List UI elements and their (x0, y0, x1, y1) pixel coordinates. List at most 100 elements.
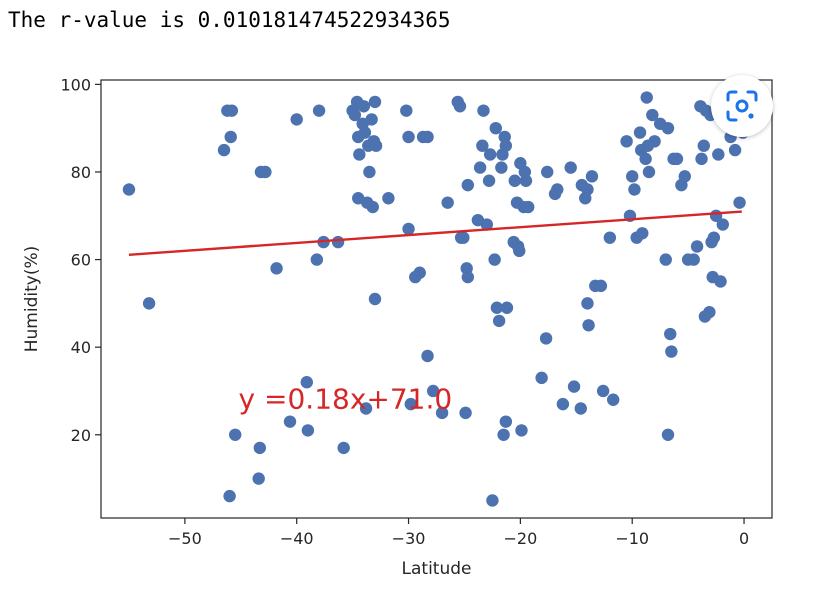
data-point (636, 227, 649, 240)
data-point (223, 489, 236, 503)
data-point (270, 262, 283, 275)
regression-line (128, 210, 742, 256)
data-point (300, 376, 313, 389)
data-point (337, 441, 350, 455)
data-point (648, 135, 661, 148)
data-point (697, 139, 710, 152)
data-point (508, 174, 521, 187)
data-point (567, 380, 581, 393)
data-point (500, 301, 514, 314)
data-point (357, 100, 371, 113)
data-point (476, 139, 489, 152)
data-point (539, 332, 553, 345)
data-point (482, 174, 496, 187)
data-point (581, 297, 594, 310)
data-point (716, 218, 729, 231)
data-point (229, 428, 242, 441)
data-point (596, 384, 610, 398)
data-point (421, 349, 434, 363)
data-point (404, 397, 417, 411)
data-point (642, 165, 656, 179)
data-point (551, 183, 564, 196)
data-point (489, 121, 502, 135)
x-tick-label: −50 (168, 529, 202, 548)
y-tick-label: 100 (60, 75, 91, 94)
data-point (659, 253, 672, 266)
data-point (661, 428, 675, 441)
data-point (224, 130, 237, 144)
data-point (402, 130, 415, 144)
data-point (695, 152, 708, 166)
data-point (421, 130, 434, 144)
data-point (606, 393, 620, 406)
data-point (486, 494, 499, 507)
data-point (331, 235, 345, 249)
data-point (633, 126, 647, 139)
data-point (687, 253, 700, 266)
data-point (728, 143, 742, 157)
data-point (515, 424, 528, 437)
data-point (363, 165, 376, 179)
y-axis-label: Humidity(%) (22, 246, 42, 353)
data-point (461, 178, 475, 192)
y-tick-label: 20 (71, 426, 91, 445)
data-point (564, 161, 577, 174)
data-point (253, 441, 267, 455)
data-point (640, 91, 653, 104)
plot-frame (100, 79, 773, 519)
data-point (473, 161, 487, 174)
data-point (366, 200, 379, 214)
x-tick-label: −30 (392, 529, 426, 548)
data-point (733, 196, 746, 209)
data-point (639, 152, 652, 166)
data-point (310, 253, 324, 266)
data-point (459, 406, 472, 420)
data-point (480, 218, 494, 231)
data-point (594, 279, 608, 293)
data-point (582, 319, 595, 332)
x-tick-label: −40 (280, 529, 314, 548)
visual-search-button[interactable] (711, 75, 773, 137)
data-point (499, 139, 513, 152)
lens-icon (726, 90, 758, 122)
data-point (358, 126, 372, 139)
data-point (290, 113, 303, 126)
data-point (426, 384, 440, 398)
data-point (497, 428, 510, 441)
x-axis-label: Latitude (402, 559, 472, 579)
data-point (519, 174, 533, 187)
data-point (225, 104, 239, 117)
data-point (670, 152, 684, 166)
data-point (259, 165, 272, 179)
data-point (368, 292, 382, 306)
y-tick-label: 80 (71, 163, 91, 182)
data-point (535, 371, 548, 385)
y-tick-label: 40 (71, 338, 91, 357)
data-point (541, 165, 554, 179)
data-point (556, 397, 570, 411)
data-point (620, 135, 633, 148)
data-point (312, 104, 326, 117)
data-point (678, 170, 691, 183)
data-point (477, 104, 490, 117)
data-point (703, 305, 716, 319)
data-point (359, 402, 373, 415)
data-point (369, 139, 383, 152)
data-point (665, 345, 678, 358)
data-point (490, 301, 504, 314)
data-point (142, 297, 156, 310)
data-point (283, 415, 297, 428)
data-point (365, 113, 378, 126)
x-tick-label: −10 (615, 529, 649, 548)
data-point (499, 415, 513, 428)
data-point (522, 200, 535, 214)
data-point (413, 266, 426, 279)
data-point (626, 170, 639, 183)
data-point (712, 148, 725, 161)
data-point (441, 196, 454, 209)
regression-equation: y =0.18x+71.0 (239, 383, 453, 416)
x-tick-label: −20 (503, 529, 537, 548)
data-point (628, 183, 641, 196)
data-point (714, 275, 727, 288)
